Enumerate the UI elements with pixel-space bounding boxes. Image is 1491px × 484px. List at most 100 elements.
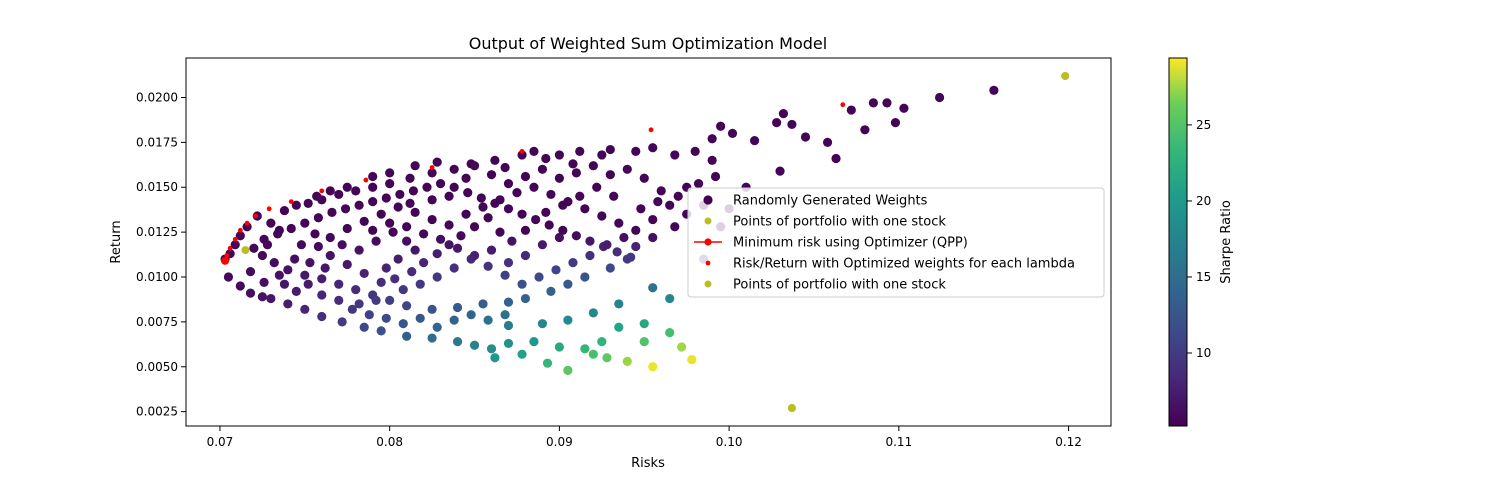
scatter-point <box>478 299 488 309</box>
lambda-point <box>232 236 238 242</box>
scatter-point <box>612 247 622 257</box>
lambda-point <box>266 206 272 212</box>
scatter-point <box>500 310 510 320</box>
scatter-point <box>512 188 522 198</box>
scatter-point <box>989 85 999 95</box>
scatter-point <box>716 121 726 131</box>
marks-layer <box>220 71 1070 413</box>
scatter-point <box>520 250 531 261</box>
scatter-point <box>427 304 437 314</box>
scatter-point <box>432 249 442 259</box>
scatter-point <box>334 189 344 200</box>
lambda-point <box>519 148 525 154</box>
scatter-point <box>476 193 486 203</box>
chart-title: Output of Weighted Sum Optimization Mode… <box>469 34 827 53</box>
lambda-point <box>237 227 243 233</box>
legend-label: Points of portfolio with one stock <box>733 278 946 293</box>
scatter-point <box>693 179 704 189</box>
scatter-point <box>673 191 683 201</box>
scatter-point <box>648 214 658 225</box>
scatter-point <box>622 356 632 366</box>
lambda-point <box>429 165 435 170</box>
scatter-point <box>503 179 514 189</box>
scatter-point <box>300 218 310 228</box>
scatter-point <box>245 288 256 298</box>
legend-label: Randomly Generated Weights <box>733 194 928 209</box>
scatter-point <box>415 313 425 323</box>
scatter-point <box>376 209 386 219</box>
scatter-point <box>544 220 554 230</box>
scatter-point <box>727 128 738 138</box>
scatter-point <box>517 150 527 160</box>
x-tick-label: 0.11 <box>885 435 912 449</box>
colorbar <box>1168 57 1188 427</box>
scatter-point <box>558 200 568 210</box>
colorbar-tick-label: 15 <box>1196 270 1211 284</box>
scatter-point <box>242 222 252 232</box>
scatter-point <box>822 137 833 147</box>
scatter-point <box>317 274 327 284</box>
scatter-point <box>503 204 514 214</box>
scatter-point <box>517 279 527 289</box>
scatter-point <box>775 166 785 176</box>
scatter-point <box>310 229 320 239</box>
scatter-point <box>249 243 259 253</box>
scatter-point <box>631 241 641 252</box>
scatter-point <box>354 200 364 210</box>
scatter-point <box>376 277 386 287</box>
scatter-point <box>537 319 548 329</box>
scatter-point <box>542 358 553 368</box>
x-tick-label: 0.09 <box>546 435 573 449</box>
scatter-point <box>520 225 531 235</box>
lambda-point <box>224 253 230 258</box>
scatter-point <box>300 304 310 314</box>
legend-symbol <box>703 195 713 205</box>
scatter-point <box>602 240 612 250</box>
scatter-point <box>605 170 615 180</box>
scatter-point <box>575 191 585 201</box>
scatter-point <box>619 232 629 243</box>
scatter-point <box>860 125 870 135</box>
scatter-point <box>427 214 437 225</box>
colorbar-tick-label: 20 <box>1196 194 1211 208</box>
scatter-point <box>563 279 573 289</box>
scatter-point <box>597 337 607 347</box>
scatter-point <box>266 218 276 228</box>
scatter-point <box>546 189 556 200</box>
scatter-point <box>456 231 466 241</box>
scatter-point <box>831 153 841 164</box>
scatter-point <box>427 195 437 205</box>
scatter-point <box>257 250 267 261</box>
scatter-point <box>351 284 361 295</box>
scatter-point <box>563 315 573 325</box>
scatter-point <box>371 295 381 305</box>
scatter-point <box>503 338 514 349</box>
scatter-point <box>444 191 454 201</box>
scatter-point <box>687 354 697 365</box>
scatter-point <box>432 272 442 282</box>
scatter-point <box>354 299 364 309</box>
scatter-point <box>407 267 417 277</box>
scatter-point <box>534 272 544 282</box>
scatter-point <box>393 254 403 264</box>
scatter-point <box>385 168 395 178</box>
scatter-point <box>787 119 797 130</box>
scatter-point <box>435 234 446 244</box>
plot-frame <box>185 57 1112 427</box>
scatter-point <box>483 213 493 223</box>
scatter-point <box>300 270 310 280</box>
scatter-point <box>385 218 395 228</box>
x-tick-label: 0.12 <box>1055 435 1082 449</box>
scatter-point <box>257 292 267 302</box>
scatter-point <box>571 168 581 178</box>
scatter-point <box>347 304 357 314</box>
scatter-point <box>235 281 245 291</box>
legend-symbol <box>704 238 712 246</box>
scatter-point <box>546 286 556 296</box>
scatter-point <box>486 245 497 255</box>
scatter-point <box>334 279 344 289</box>
scatter-point <box>707 155 717 165</box>
scatter-point <box>283 265 293 275</box>
scatter-point <box>707 134 717 144</box>
scatter-point <box>846 105 856 115</box>
